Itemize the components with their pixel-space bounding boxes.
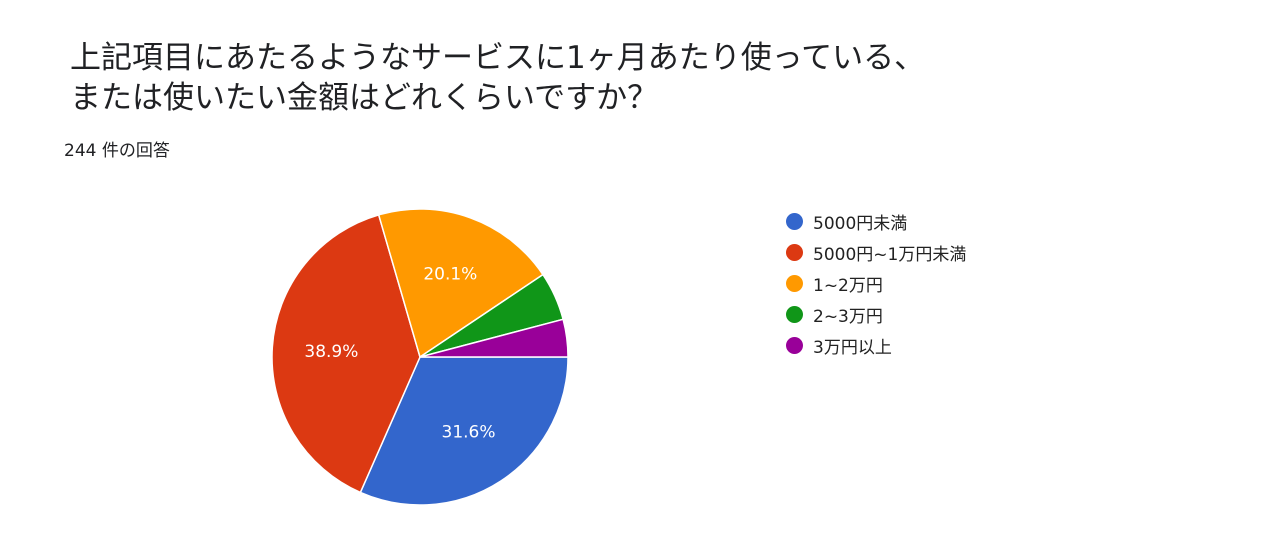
pie-slice-5[interactable] [419,318,569,358]
legend-item-5[interactable]: 3万円以上 [786,330,966,361]
chart-legend: 5000円未満 5000円~1万円未満 1~2万円 2~3万円 3万円以上 [786,206,966,361]
legend-label: 2~3万円 [813,307,883,327]
pie-slice-label-1: 31.6% [442,422,496,442]
pie-slice-2[interactable] [271,213,421,494]
legend-item-4[interactable]: 2~3万円 [786,299,966,330]
legend-swatch [786,244,803,261]
pie-slice-label-3: 20.1% [423,265,477,285]
chart-title-line-1: 上記項目にあたるようなサービスに1ヶ月あたり使っている、 [70,40,926,76]
legend-label: 3万円以上 [813,338,892,358]
legend-swatch [786,306,803,323]
legend-label: 5000円~1万円未満 [813,245,967,265]
pie-slice-3[interactable] [377,208,544,359]
legend-swatch [786,213,803,230]
legend-swatch [786,337,803,354]
legend-label: 5000円未満 [813,214,908,234]
legend-label: 1~2万円 [813,276,883,296]
chart-title: 上記項目にあたるようなサービスに1ヶ月あたり使っている、 または使いたい金額はど… [70,38,1220,118]
pie-slice-label-2: 38.9% [304,342,358,362]
pie-slice-1[interactable] [359,356,569,506]
legend-swatch [786,275,803,292]
legend-item-2[interactable]: 5000円~1万円未満 [786,237,966,268]
response-count: 244 件の回答 [64,141,170,161]
legend-item-3[interactable]: 1~2万円 [786,268,966,299]
legend-item-1[interactable]: 5000円未満 [786,206,966,237]
chart-title-line-2: または使いたい金額はどれくらいですか？ [70,80,659,116]
